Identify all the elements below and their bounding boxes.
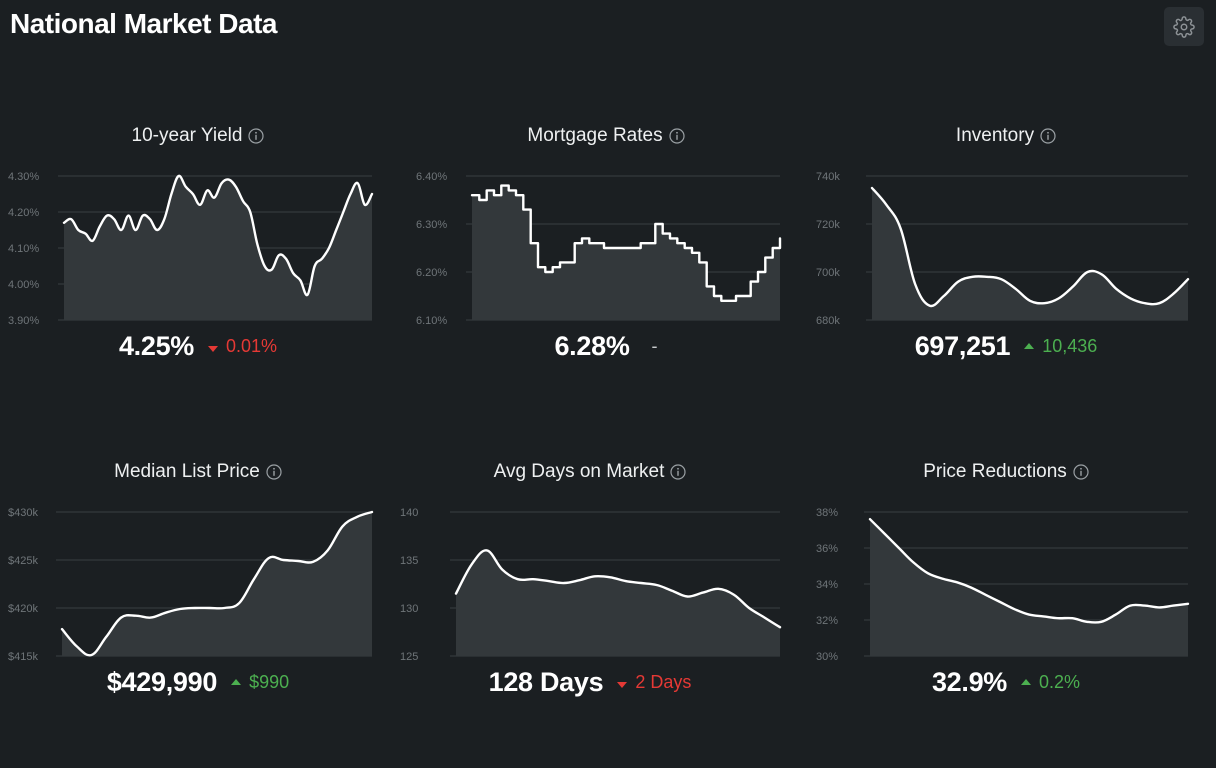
card-price-reductions: Price Reductions 38% 36% 34% 32% 30% 32.9% 0… [816, 459, 1196, 759]
y-tick-label: $420k [8, 603, 38, 615]
y-tick-label: $430k [8, 507, 38, 519]
card-title: Median List Price [114, 461, 260, 482]
change-arrow-icon [208, 346, 218, 352]
card-title: Mortgage Rates [527, 125, 663, 146]
card-10-year-yield: 10-year Yield 4.30% 4.20% 4.10% 4.00% 3.90% … [8, 123, 388, 423]
change-indicator: 0.2% [1021, 672, 1080, 693]
y-tick-label: 4.00% [8, 279, 39, 291]
card-avg-days-on-market: Avg Days on Market 140 135 130 125 128 Days… [400, 459, 782, 759]
y-tick-label: 36% [816, 543, 838, 555]
change-arrow-icon [1024, 343, 1035, 349]
y-tick-label: 125 [400, 651, 418, 663]
area-fill [64, 175, 372, 320]
y-tick-label: 680k [816, 315, 840, 327]
median-price-chart: $430k $425k $420k $415k [8, 507, 374, 663]
series-line [470, 184, 782, 302]
card-mortgage-rates: Mortgage Rates 6.40% 6.30% 6.20% 6.10% 6.28… [416, 123, 796, 423]
y-tick-label: 6.20% [416, 267, 447, 279]
series-line [60, 510, 374, 657]
gear-icon [1173, 15, 1195, 38]
card-title: 10-year Yield [131, 125, 243, 146]
stat-value: 6.28% [554, 330, 630, 361]
area-fill [472, 185, 780, 320]
series-line [62, 174, 374, 297]
settings-button[interactable] [1164, 7, 1204, 46]
y-tick-label: 34% [816, 579, 838, 591]
y-tick-label: 3.90% [8, 315, 39, 327]
change-value: 0.2% [1039, 671, 1081, 692]
card-title: Price Reductions [923, 461, 1067, 482]
change-indicator: 10,436 [1024, 336, 1097, 357]
y-tick-label: 4.30% [8, 171, 39, 183]
card-median-list-price: Median List Price $430k $425k $420k $415k $… [8, 459, 388, 759]
y-tick-label: 6.30% [416, 219, 447, 231]
change-value: - [651, 335, 658, 356]
change-value: 2 Days [635, 671, 692, 692]
info-icon[interactable] [1073, 464, 1089, 480]
y-tick-label: 135 [400, 555, 418, 567]
y-tick-label: $415k [8, 651, 38, 663]
price-reductions-chart: 38% 36% 34% 32% 30% [816, 507, 1190, 663]
stat-value: 4.25% [118, 330, 194, 361]
change-arrow-icon [1021, 679, 1032, 685]
y-tick-label: 4.20% [8, 207, 39, 219]
yield-chart: 4.30% 4.20% 4.10% 4.00% 3.90% [8, 171, 374, 327]
info-icon[interactable] [670, 464, 686, 480]
area-fill [872, 188, 1188, 320]
y-tick-label: $425k [8, 555, 38, 567]
inventory-chart: 740k 720k 700k 680k [816, 171, 1190, 327]
change-value: 10,436 [1042, 335, 1098, 356]
y-tick-label: 140 [400, 507, 418, 519]
card-inventory: Inventory 740k 720k 700k 680k 697,251 10,43… [816, 123, 1196, 423]
stat-value: 128 Days [488, 666, 604, 697]
mortgage-chart: 6.40% 6.30% 6.20% 6.10% [416, 171, 782, 327]
series-line [454, 549, 782, 629]
change-indicator: 2 Days [617, 672, 691, 693]
info-icon[interactable] [668, 128, 685, 144]
y-tick-label: 130 [400, 603, 418, 615]
change-value: $990 [249, 671, 290, 692]
area-fill [870, 519, 1188, 656]
y-tick-label: 6.40% [416, 171, 447, 183]
y-tick-label: 6.10% [416, 315, 447, 327]
change-indicator: 0.01% [208, 336, 277, 357]
y-tick-label: 32% [816, 615, 838, 627]
card-title: Inventory [955, 125, 1035, 146]
stat-value: $429,990 [106, 666, 218, 697]
y-tick-label: 720k [816, 219, 840, 231]
y-tick-label: 30% [816, 651, 838, 663]
change-value: 0.01% [226, 335, 278, 356]
info-icon[interactable] [266, 464, 282, 480]
change-arrow-icon [617, 682, 628, 688]
info-icon[interactable] [248, 128, 265, 144]
y-tick-label: 38% [816, 507, 838, 519]
area-fill [456, 550, 780, 656]
series-line [868, 518, 1190, 624]
change-indicator: - [644, 336, 658, 357]
stat-value: 32.9% [931, 666, 1008, 697]
y-tick-label: 700k [816, 267, 840, 279]
area-fill [62, 512, 372, 656]
change-indicator: $990 [231, 672, 289, 693]
change-arrow-icon [231, 679, 242, 685]
series-line [870, 186, 1190, 308]
info-icon[interactable] [1040, 128, 1056, 144]
page-title: National Market Data [10, 8, 277, 39]
y-tick-label: 740k [816, 171, 840, 183]
card-title: Avg Days on Market [493, 461, 665, 482]
stat-value: 697,251 [914, 330, 1011, 361]
y-tick-label: 4.10% [8, 243, 39, 255]
days-on-market-chart: 140 135 130 125 [400, 507, 782, 663]
